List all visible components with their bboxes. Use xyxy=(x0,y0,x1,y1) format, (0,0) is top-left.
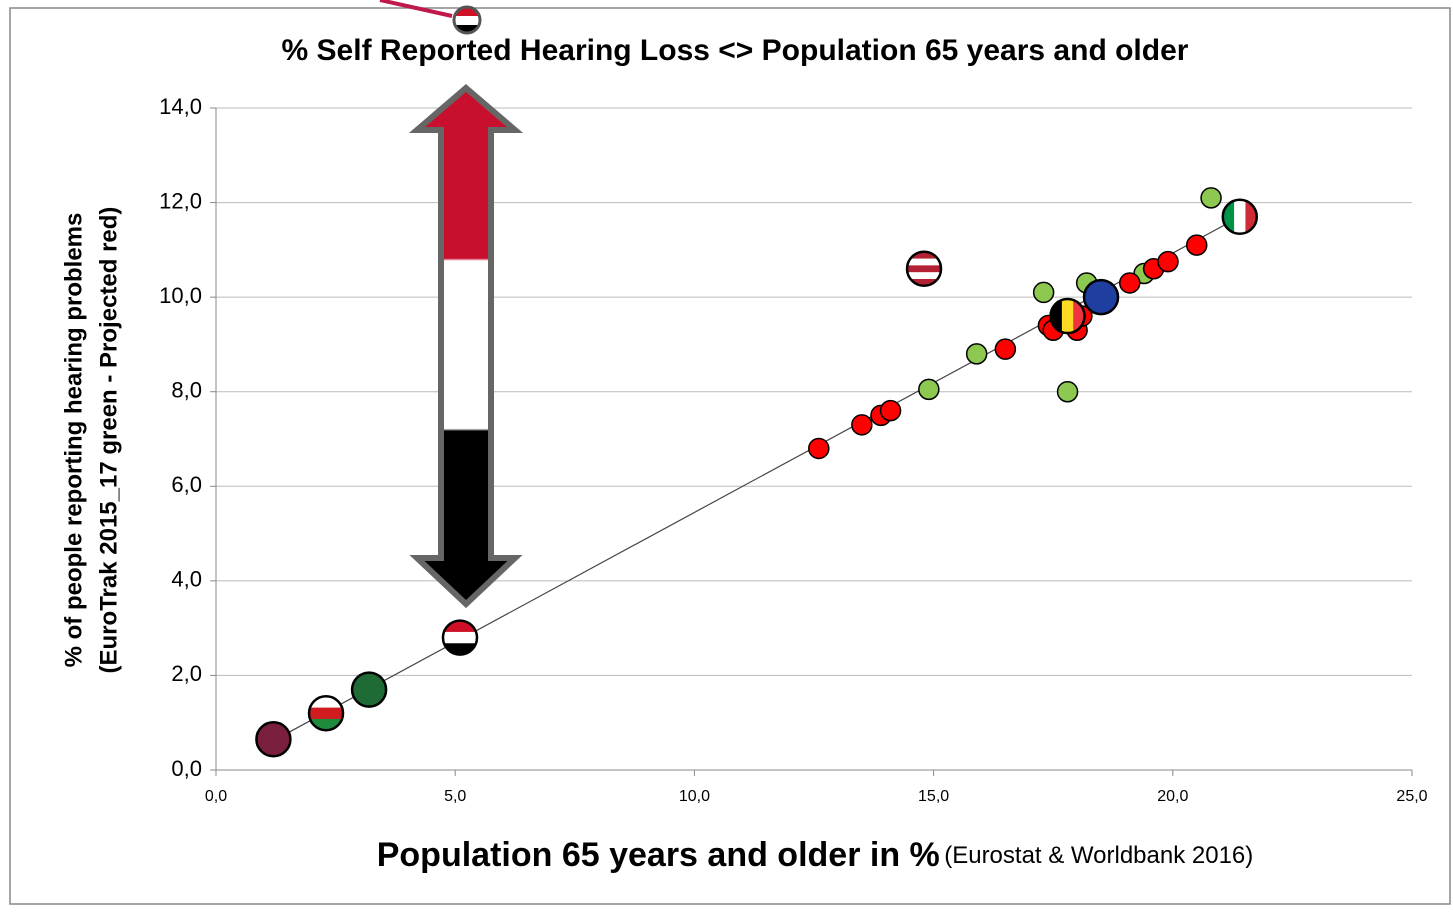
x-tick-label: 15,0 xyxy=(918,788,949,805)
flag-stripe xyxy=(309,696,344,709)
flag-border xyxy=(307,695,345,732)
point xyxy=(808,437,830,460)
flag-stripe xyxy=(907,251,942,260)
y-tick-label: 2,0 xyxy=(171,661,202,686)
x-tick-label: 20,0 xyxy=(1157,788,1188,805)
flag-border xyxy=(1082,278,1120,316)
point xyxy=(1056,380,1079,403)
flag-stripe xyxy=(907,265,942,273)
point xyxy=(879,399,902,422)
flag-stripe xyxy=(1245,199,1257,234)
flag-border xyxy=(1221,198,1259,236)
flag-stripe xyxy=(442,620,477,633)
x-tick-label: 25,0 xyxy=(1396,788,1427,805)
flag-stripe xyxy=(907,278,942,286)
flag-stripe xyxy=(1061,299,1074,334)
point xyxy=(851,414,873,436)
y-axis-label: % of people reporting hearing problems xyxy=(60,213,87,668)
flag-stripes xyxy=(442,620,477,655)
flag-border xyxy=(905,250,943,288)
point xyxy=(965,343,988,365)
flag-stripe xyxy=(907,258,942,266)
flag-border xyxy=(441,619,479,656)
flag-stripe xyxy=(1050,299,1063,334)
x-tick-label: 5,0 xyxy=(444,788,466,805)
point xyxy=(918,378,940,401)
range-arrow xyxy=(408,84,524,609)
flag-stripes xyxy=(1050,299,1085,334)
point xyxy=(994,338,1017,360)
y-tick-label: 8,0 xyxy=(171,378,202,403)
flag-border xyxy=(350,671,388,708)
x-axis-title: Population 65 years and older in % xyxy=(377,836,940,874)
pointer-arrow xyxy=(379,0,453,18)
x-tick-label: 10,0 xyxy=(679,788,710,805)
frame xyxy=(9,7,1451,905)
flag-stripe xyxy=(309,718,344,731)
point xyxy=(1200,187,1222,209)
point xyxy=(1157,250,1179,273)
flag-point xyxy=(1049,297,1086,335)
flag-stripes xyxy=(1222,199,1257,234)
point xyxy=(1032,281,1055,304)
flag-point xyxy=(350,671,388,708)
y-tick-label: 4,0 xyxy=(171,567,202,592)
flag-stripe xyxy=(1073,299,1085,334)
x-tick-label: 0,0 xyxy=(205,788,227,805)
y-tick-label: 0,0 xyxy=(171,756,202,781)
flag-point xyxy=(905,250,943,288)
flag-stripe xyxy=(309,707,344,720)
y-tick-label: 14,0 xyxy=(159,94,202,119)
flag-stripes xyxy=(309,696,344,731)
x-axis-source: (Eurostat & Worldbank 2016) xyxy=(944,842,1253,869)
flag-stripe xyxy=(442,643,477,655)
flag-border xyxy=(1049,297,1086,335)
y-tick-label: 12,0 xyxy=(159,188,202,213)
plot-area: 0,0 2,0 4,0 6,0 8,0 10,0 12,0 14,0 0,0 5,0 10,0 15,… xyxy=(159,94,1428,805)
y-tick-label: 6,0 xyxy=(171,472,202,497)
flag-point xyxy=(441,619,479,656)
point xyxy=(1118,272,1141,294)
y-tick-label: 10,0 xyxy=(159,283,202,308)
flag-stripe xyxy=(442,631,477,644)
flag-point xyxy=(1221,198,1259,236)
flag-stripe xyxy=(1234,199,1246,234)
egypt-flag-small xyxy=(452,5,482,35)
flag-point xyxy=(307,695,345,732)
point xyxy=(1185,234,1208,256)
flag-point xyxy=(1082,278,1120,316)
y-axis-label: (EuroTrak 2015_17 green - Projected red) xyxy=(95,207,122,674)
flag-stripe xyxy=(1222,199,1235,234)
flag-point xyxy=(255,721,292,758)
flag-stripe xyxy=(907,272,942,280)
x-axis-label: Population 65 years and older in % (Euro… xyxy=(377,836,1254,874)
flag-stripes xyxy=(907,251,942,286)
flag-border xyxy=(255,721,292,758)
chart-title: % Self Reported Hearing Loss <> Populati… xyxy=(282,34,1189,67)
